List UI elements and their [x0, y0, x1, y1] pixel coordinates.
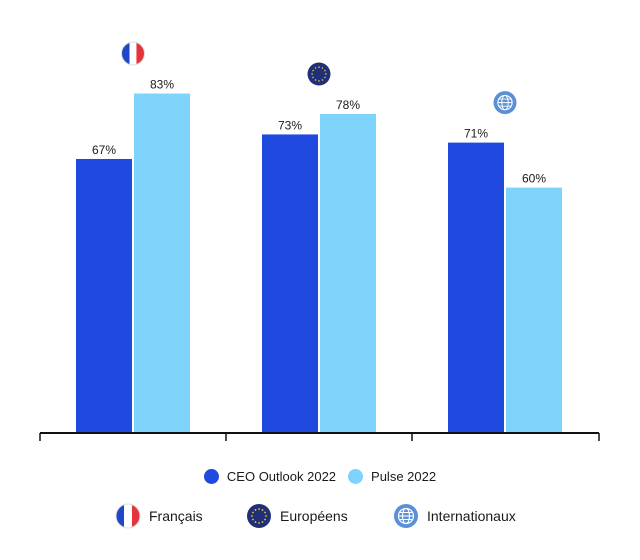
- bar-pulse-2022-europ-ens: [320, 113, 376, 433]
- eu-flag-icon: [247, 504, 271, 528]
- x-axis: [39, 432, 600, 441]
- legend-swatch-pulse: [348, 468, 364, 484]
- bar-chart: 67% 83% 73% 78% 71% 60%: [39, 41, 600, 441]
- bar-ceo-outlook-2022-europ-ens: [262, 134, 318, 433]
- france-flag-icon: [115, 503, 141, 529]
- bar-pulse-2022-fran-ais: [134, 93, 190, 433]
- data-label-pulse-2022-internationaux: 60%: [522, 172, 546, 186]
- legend-item-francais: Français: [115, 503, 203, 529]
- legend-label-francais: Français: [149, 508, 203, 524]
- legend-label-pulse: Pulse 2022: [371, 468, 437, 484]
- group-legend: Français Européens Internationaux: [0, 503, 640, 533]
- legend-label-europeens: Européens: [280, 508, 348, 524]
- bar-pulse-2022-internationaux: [506, 187, 562, 433]
- legend-item-europeens: Européens: [246, 503, 348, 529]
- bar-ceo-outlook-2022-internationaux: [448, 142, 504, 434]
- globe-icon: [493, 91, 517, 115]
- data-label-ceo-outlook-2022-fran-ais: 67%: [92, 143, 116, 157]
- data-label-pulse-2022-fran-ais: 83%: [150, 78, 174, 92]
- legend-swatch-ceo-outlook: [203, 468, 219, 484]
- legend-item-internationaux: Internationaux: [393, 503, 516, 529]
- france-flag-icon: [121, 41, 145, 66]
- data-label-ceo-outlook-2022-europ-ens: 73%: [278, 118, 302, 132]
- data-label-ceo-outlook-2022-internationaux: 71%: [464, 127, 488, 141]
- legend-label-internationaux: Internationaux: [427, 508, 516, 524]
- bars-layer: [76, 93, 562, 434]
- eu-flag-icon: [307, 62, 331, 86]
- group-icons-layer: [121, 41, 517, 115]
- series-legend: CEO Outlook 2022 Pulse 2022: [0, 465, 640, 487]
- legend-item-ceo-outlook: CEO Outlook 2022: [203, 468, 337, 484]
- legend-label-ceo-outlook: CEO Outlook 2022: [226, 468, 337, 484]
- legend-item-pulse: Pulse 2022: [348, 468, 437, 484]
- data-label-pulse-2022-europ-ens: 78%: [336, 98, 360, 112]
- globe-icon: [394, 504, 418, 528]
- data-labels-layer: 67% 83% 73% 78% 71% 60%: [92, 78, 546, 186]
- bar-ceo-outlook-2022-fran-ais: [76, 158, 132, 433]
